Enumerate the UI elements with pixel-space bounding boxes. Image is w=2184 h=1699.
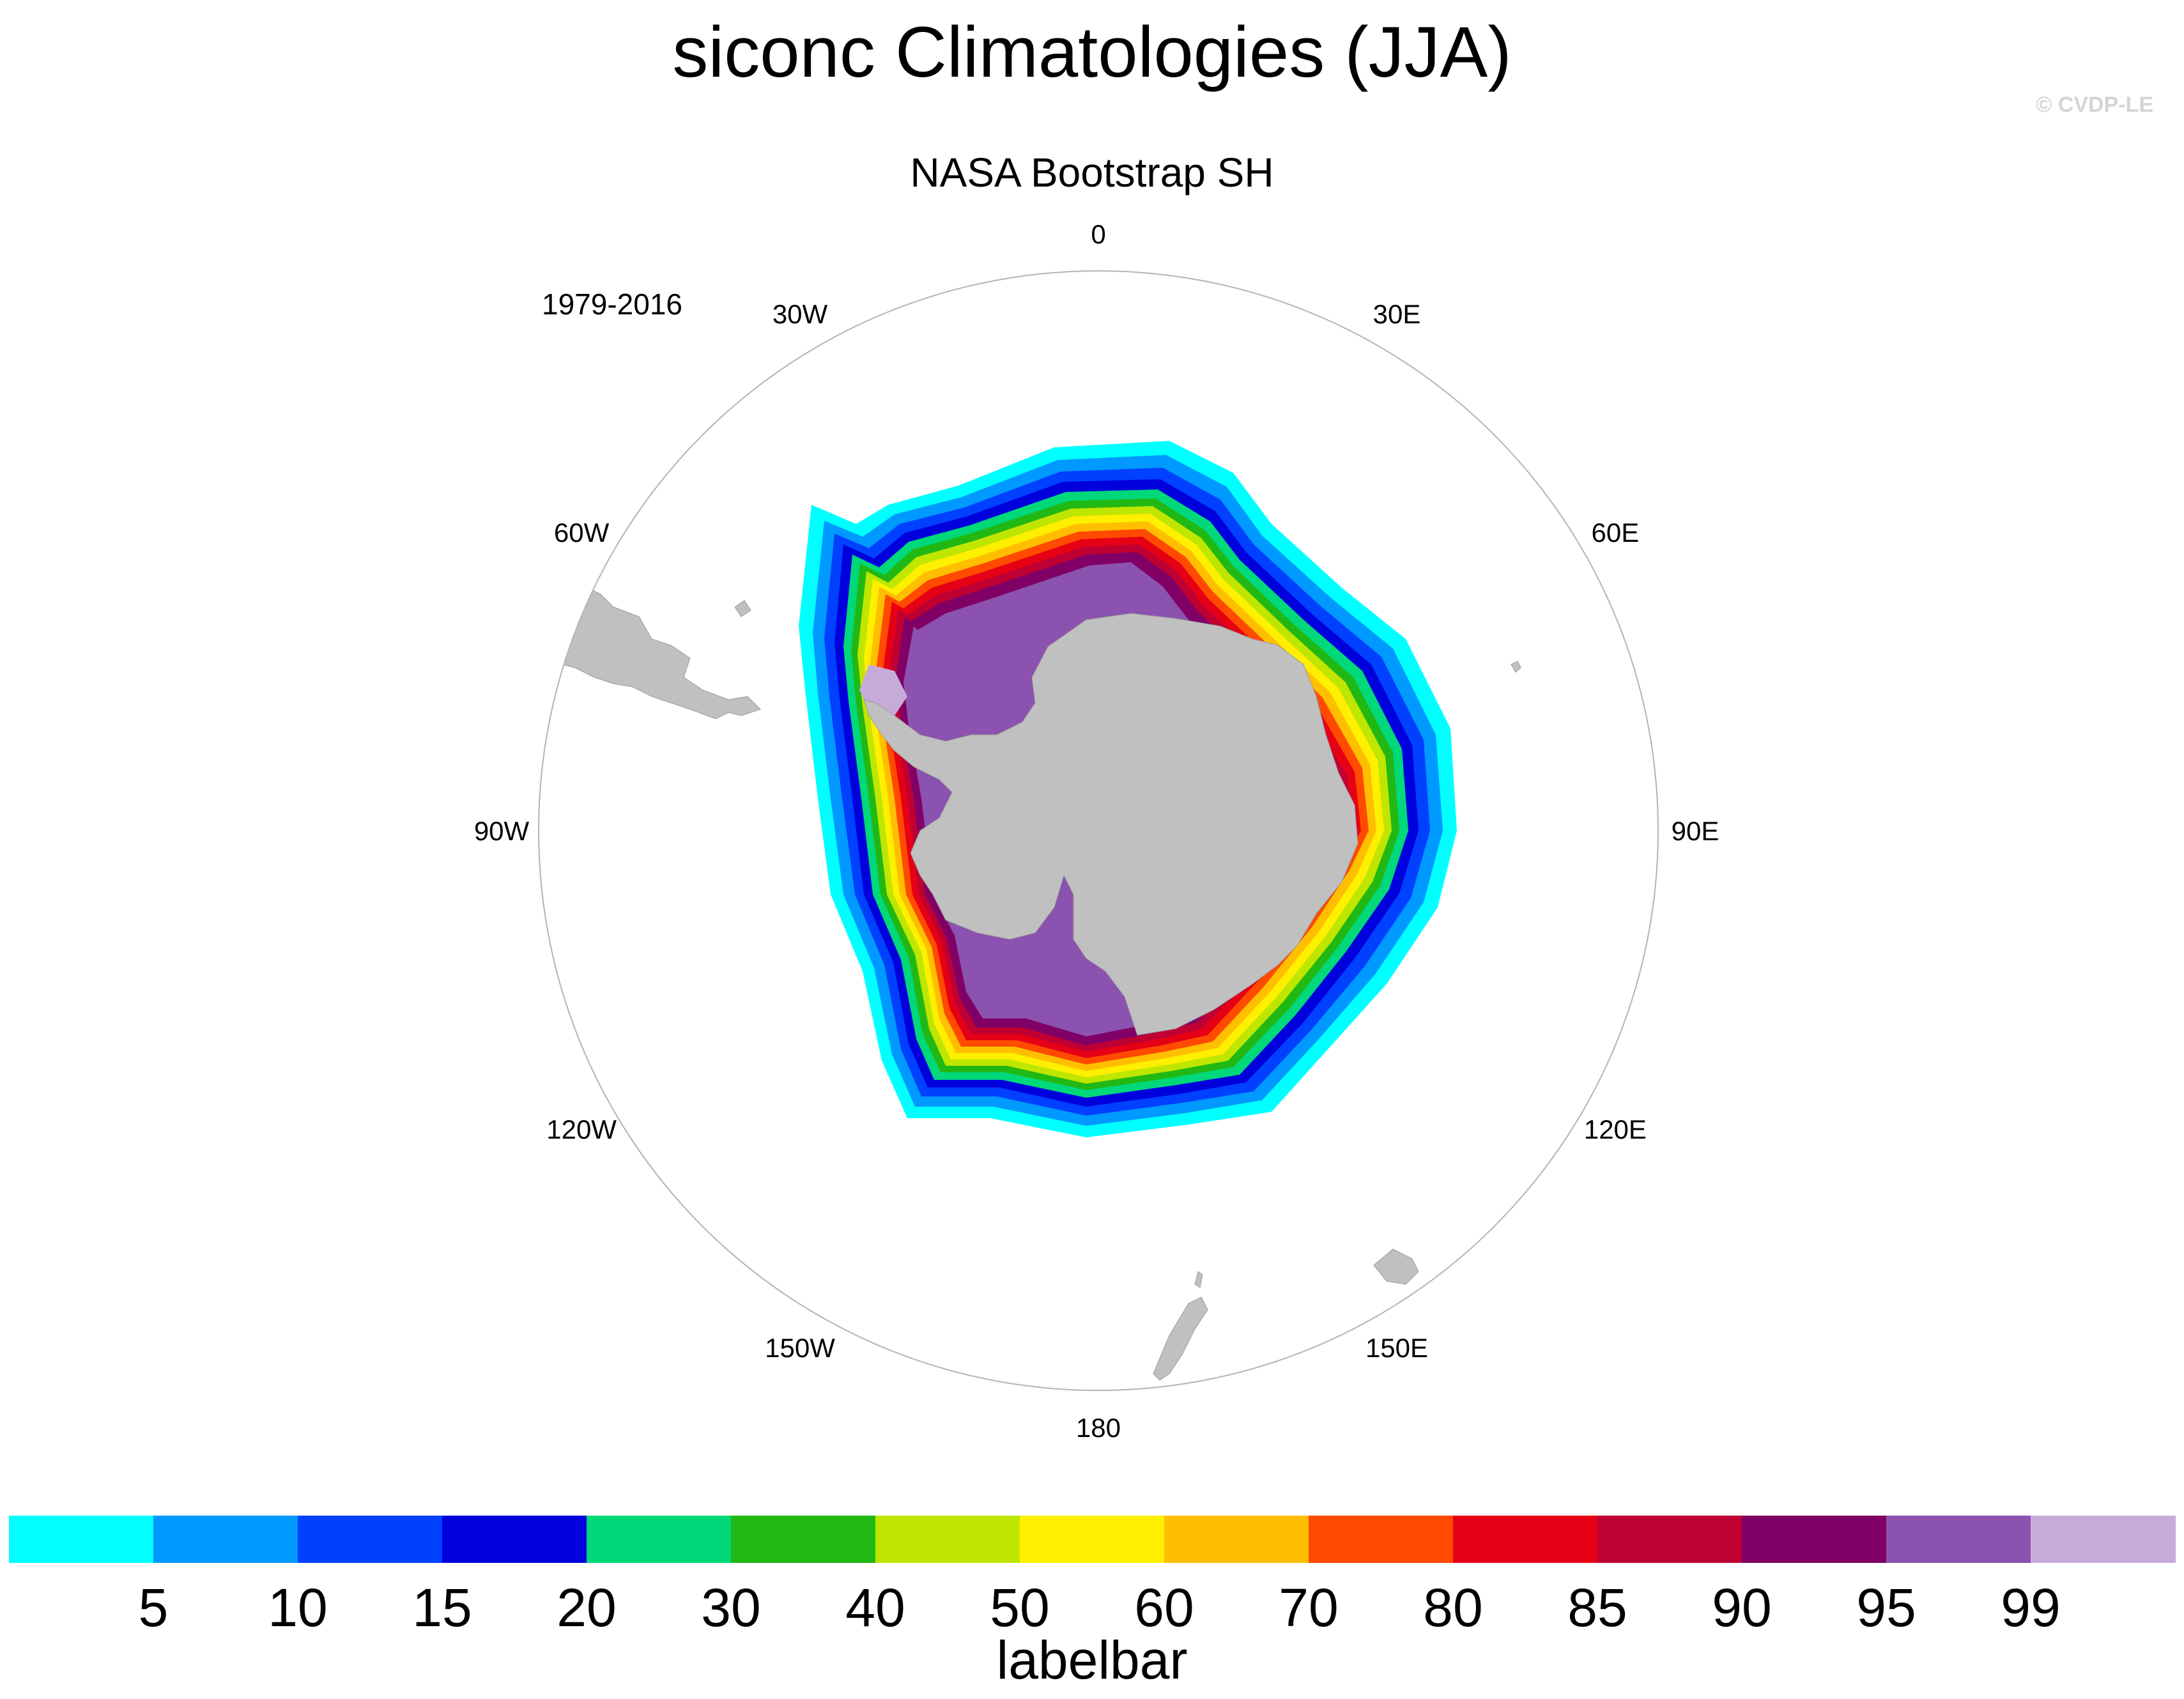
plot-title: siconc Climatologies (JJA) bbox=[672, 12, 1512, 92]
colorbar-swatch bbox=[1742, 1516, 1887, 1563]
longitude-label-60e: 60E bbox=[1592, 518, 1640, 548]
colorbar-swatch bbox=[1309, 1516, 1454, 1563]
colorbar-tick-label: 99 bbox=[2001, 1578, 2061, 1638]
map-canvas: 0 30E 60E 90E 120E 150E 180 150W 120W 90W 60W 30W bbox=[474, 219, 1719, 1443]
colorbar-tick-label: 50 bbox=[990, 1578, 1050, 1638]
longitude-label-0: 0 bbox=[1091, 219, 1105, 249]
colorbar-swatch bbox=[731, 1516, 876, 1563]
longitude-label-120e: 120E bbox=[1584, 1114, 1647, 1144]
colorbar-tick-label: 95 bbox=[1856, 1578, 1916, 1638]
colorbar-title: labelbar bbox=[996, 1630, 1188, 1690]
kerguelen-islands bbox=[1511, 661, 1521, 673]
tasmania-landmass bbox=[1373, 1249, 1419, 1285]
longitude-label-180: 180 bbox=[1076, 1413, 1121, 1443]
colorbar-swatch bbox=[587, 1516, 732, 1563]
colorbar-swatch bbox=[2031, 1516, 2176, 1563]
longitude-label-60w: 60W bbox=[554, 518, 610, 548]
colorbar-tick-label: 20 bbox=[557, 1578, 617, 1638]
falkland-islands bbox=[734, 600, 751, 617]
colorbar-swatch bbox=[1453, 1516, 1598, 1563]
antarctica-landmass bbox=[863, 613, 1358, 1036]
longitude-label-150w: 150W bbox=[765, 1333, 835, 1363]
colorbar-tick-label: 85 bbox=[1567, 1578, 1627, 1638]
period-label: 1979-2016 bbox=[542, 288, 682, 321]
colorbar-swatch bbox=[298, 1516, 443, 1563]
longitude-label-30e: 30E bbox=[1373, 299, 1421, 329]
colorbar-swatch bbox=[153, 1516, 298, 1563]
new-zealand-north-island bbox=[1194, 1271, 1203, 1288]
south-america-landmass bbox=[562, 587, 761, 719]
colorbar-tick-label: 80 bbox=[1423, 1578, 1483, 1638]
colorbar-swatch bbox=[875, 1516, 1020, 1563]
colorbar-tick-label: 40 bbox=[845, 1578, 905, 1638]
colorbar-tick-label: 90 bbox=[1712, 1578, 1772, 1638]
colorbar-swatch bbox=[442, 1516, 587, 1563]
colorbar-swatch bbox=[1020, 1516, 1165, 1563]
longitude-label-30w: 30W bbox=[773, 299, 828, 329]
longitude-label-90e: 90E bbox=[1672, 816, 1719, 846]
colorbar-swatch bbox=[9, 1516, 154, 1563]
colorbar-tick-label: 70 bbox=[1279, 1578, 1339, 1638]
longitude-label-90w: 90W bbox=[474, 816, 530, 846]
colorbar-tick-label: 60 bbox=[1134, 1578, 1194, 1638]
colorbar-tick-label: 10 bbox=[268, 1578, 328, 1638]
colorbar-tick-label: 5 bbox=[138, 1578, 169, 1638]
longitude-labels: 0 30E 60E 90E 120E 150E 180 150W 120W 90W 60W 30W bbox=[474, 219, 1719, 1443]
new-zealand-landmass bbox=[1153, 1296, 1208, 1381]
colorbar-tick-label: 30 bbox=[701, 1578, 761, 1638]
colorbar-swatch bbox=[1886, 1516, 2031, 1563]
colorbar-swatch bbox=[1597, 1516, 1742, 1563]
longitude-label-150e: 150E bbox=[1365, 1333, 1428, 1363]
watermark: © CVDP-LE bbox=[2036, 93, 2153, 117]
colorbar-tick-label: 15 bbox=[412, 1578, 472, 1638]
colorbar-swatch bbox=[1164, 1516, 1309, 1563]
map-perimeter bbox=[538, 270, 1659, 1391]
panel-subtitle: NASA Bootstrap SH bbox=[910, 150, 1274, 196]
longitude-label-120w: 120W bbox=[546, 1114, 617, 1144]
